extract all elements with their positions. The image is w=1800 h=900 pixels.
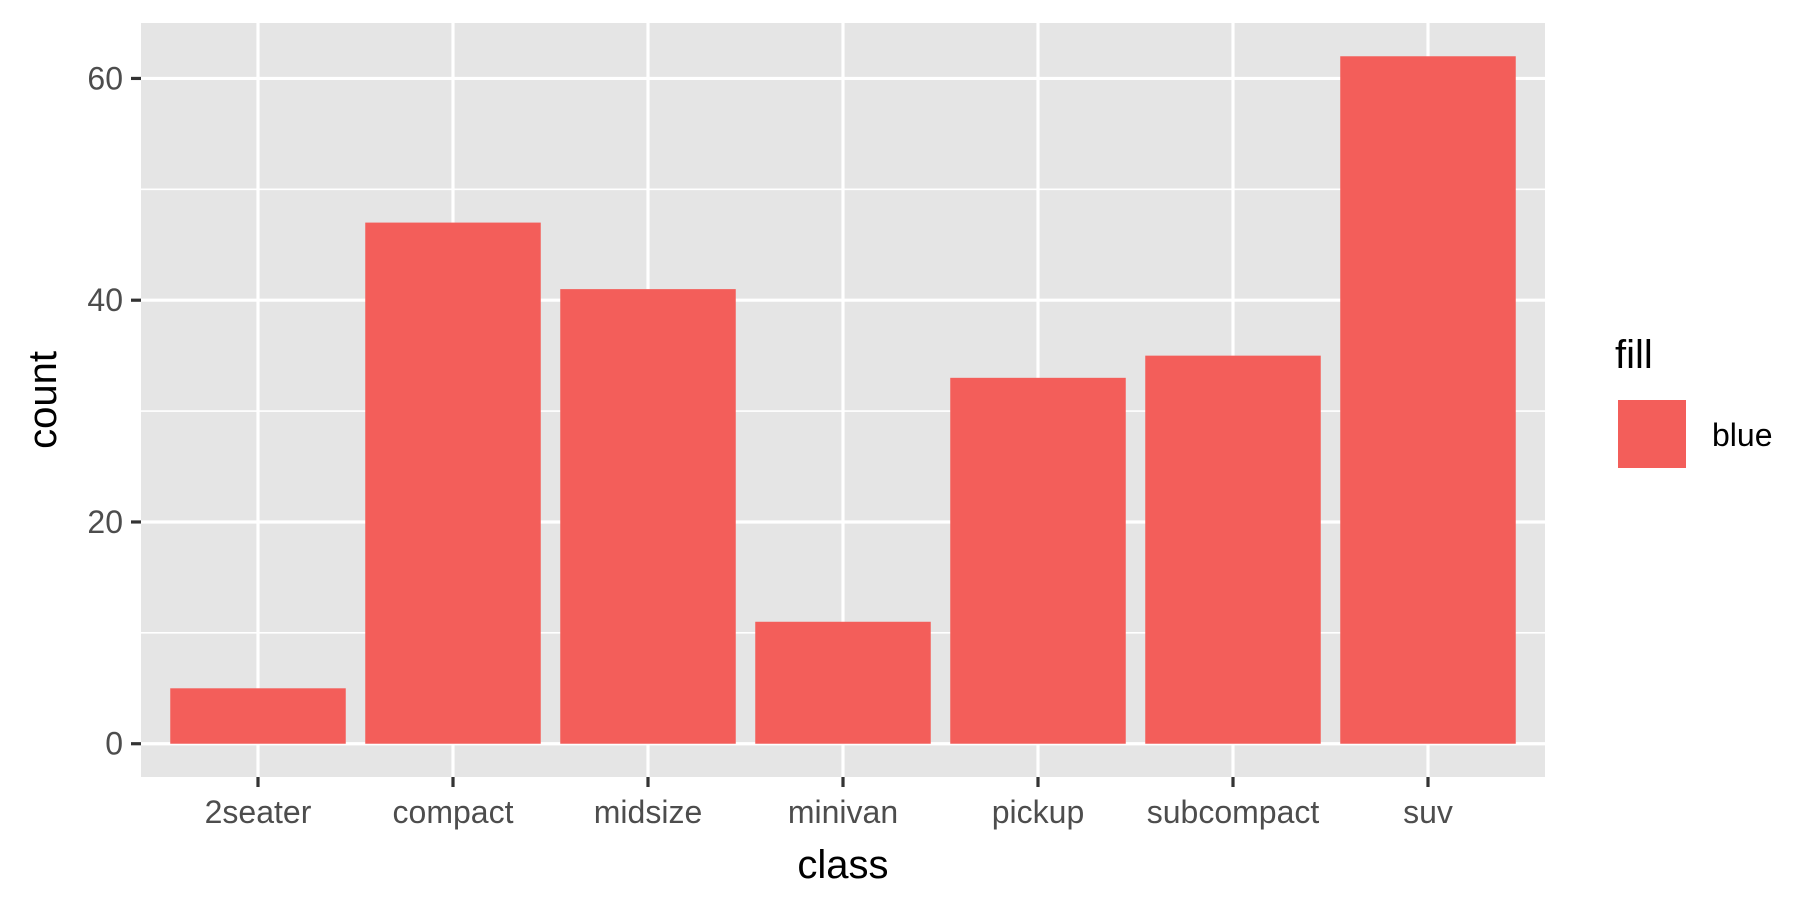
bar-pickup: [950, 377, 1126, 744]
y-tick-label: 40: [87, 282, 123, 318]
x-tick-label-suv: suv: [1403, 794, 1453, 830]
x-tick-label-minivan: minivan: [788, 794, 898, 830]
legend-title: fill: [1615, 333, 1653, 377]
bar-suv: [1340, 56, 1516, 744]
x-axis-title: class: [797, 843, 888, 887]
bar-subcompact: [1145, 355, 1321, 744]
x-tick-label-pickup: pickup: [992, 794, 1085, 830]
y-axis: 0 20 40 60: [87, 60, 141, 762]
legend-swatch: [1618, 400, 1686, 468]
x-axis: 2seater compact midsize minivan pickup subcom…: [205, 777, 1453, 830]
legend: fill blue: [1615, 333, 1773, 468]
bar-midsize: [560, 289, 736, 744]
x-tick-label-2seater: 2seater: [205, 794, 312, 830]
y-axis-title: count: [21, 351, 65, 449]
bar-2seater: [170, 688, 346, 744]
bar-minivan: [755, 621, 931, 744]
y-tick-label: 60: [87, 60, 123, 96]
y-tick-label: 20: [87, 504, 123, 540]
y-tick-label: 0: [105, 726, 123, 762]
legend-label-blue: blue: [1712, 417, 1773, 453]
x-tick-label-midsize: midsize: [594, 794, 702, 830]
x-tick-label-compact: compact: [393, 794, 514, 830]
x-tick-label-subcompact: subcompact: [1147, 794, 1320, 830]
bar-compact: [365, 222, 541, 744]
bars: [170, 56, 1516, 744]
